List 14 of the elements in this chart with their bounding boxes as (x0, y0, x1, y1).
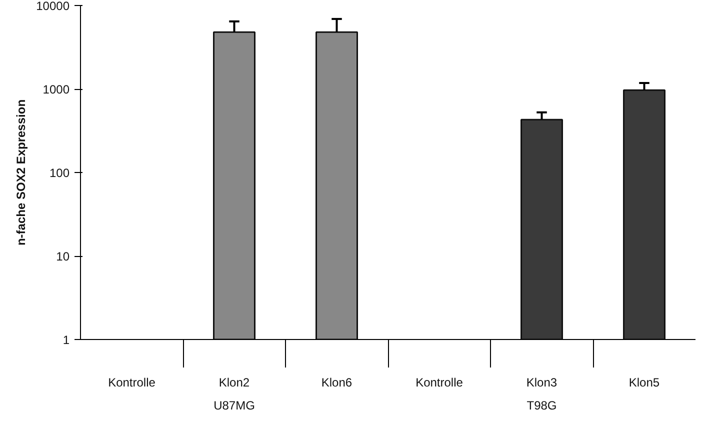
y-tick-label: 10 (56, 250, 70, 264)
text: U87MG (214, 398, 255, 412)
x-tick-label: Klon3 (526, 376, 558, 390)
x-tick-label: Kontrolle (108, 376, 156, 390)
x-tick-label: Kontrolle (416, 376, 464, 390)
y-axis-title: n-fache SOX2 Expression (14, 99, 28, 246)
x-tick-label: Klon5 (628, 376, 660, 390)
y-tick-label: 1 (62, 333, 70, 347)
y-tick-label: 1000 (42, 82, 70, 96)
text: T98G (526, 398, 557, 412)
y-tick-label: 10000 (36, 0, 70, 13)
x-tick-label: Klon2 (218, 376, 250, 390)
y-tick-label: 100 (49, 166, 70, 180)
x-tick-label: Klon6 (321, 376, 352, 390)
